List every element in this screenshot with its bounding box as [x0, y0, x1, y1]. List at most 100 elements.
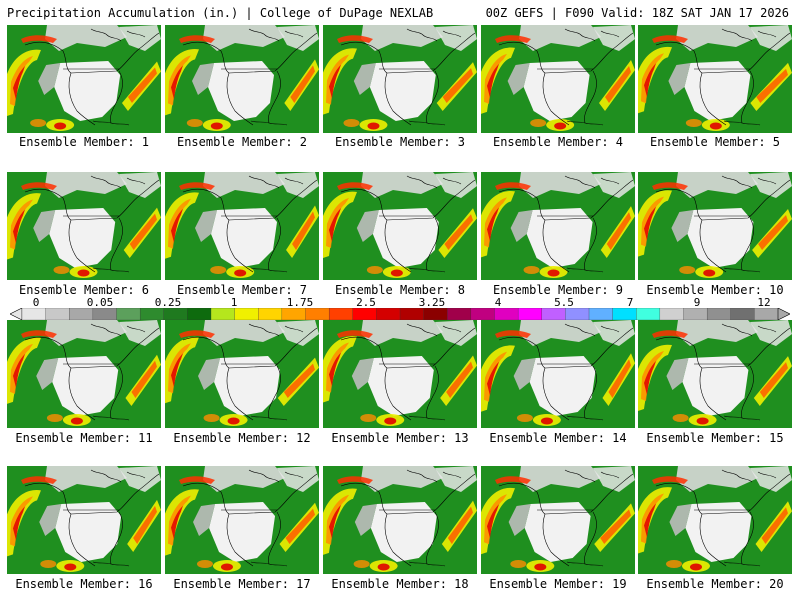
snow-accum-region	[750, 466, 792, 492]
coastline-overlay	[340, 323, 476, 421]
ensemble-member-label: Ensemble Member: 9	[492, 283, 624, 297]
heavy-precip-band	[290, 65, 315, 103]
light-precip-region	[668, 63, 691, 95]
heavy-precip-band	[210, 122, 223, 130]
coastline-overlay	[498, 469, 634, 567]
heavy-precip-band	[129, 213, 157, 250]
heavy-precip-band	[446, 361, 473, 398]
dry-region-us	[523, 61, 590, 121]
heavy-precip-band	[329, 208, 341, 243]
heavy-precip-band	[447, 506, 473, 544]
precip-map	[323, 25, 477, 133]
precip-map	[165, 172, 319, 280]
heavy-precip-band	[444, 214, 473, 250]
ensemble-panel[interactable]	[638, 320, 792, 428]
dry-region-us	[52, 356, 119, 416]
heavy-precip-band	[292, 211, 315, 250]
snow-accum-region	[519, 466, 601, 492]
colorbar-swatch	[588, 308, 614, 320]
coastline-overlay	[498, 175, 634, 273]
ensemble-panel[interactable]	[638, 172, 792, 280]
light-precip-region	[36, 358, 59, 390]
dry-region-us	[529, 356, 596, 416]
ensemble-member-label: Ensemble Member: 19	[489, 577, 627, 591]
ensemble-panel[interactable]	[638, 25, 792, 133]
colorbar-swatch	[494, 308, 519, 320]
light-precip-region	[193, 504, 216, 536]
ensemble-panel[interactable]	[165, 172, 319, 280]
heavy-precip-band	[644, 63, 656, 98]
light-precip-region	[508, 504, 531, 536]
heavy-precip-band	[495, 330, 531, 338]
snow-accum-region	[519, 320, 601, 346]
light-precip-region	[198, 358, 221, 390]
ensemble-member-label: Ensemble Member: 16	[15, 577, 153, 591]
heavy-precip-band	[672, 414, 689, 422]
colorbar-swatch	[69, 308, 94, 320]
heavy-precip-band	[487, 361, 499, 396]
ensemble-panel[interactable]	[7, 466, 161, 574]
precip-map	[638, 466, 792, 574]
heavy-precip-band	[13, 66, 25, 101]
colorbar-tick-label: 1.75	[286, 296, 314, 309]
light-precip-region	[671, 210, 694, 242]
ensemble-panel[interactable]	[323, 320, 477, 428]
dry-region-us	[526, 208, 593, 268]
dry-region-us	[372, 208, 439, 268]
ensemble-panel[interactable]	[323, 466, 477, 574]
ensemble-member-label: Ensemble Member: 7	[176, 283, 308, 297]
colorbar-swatch	[423, 308, 448, 320]
ensemble-panel[interactable]	[165, 466, 319, 574]
ensemble-panel[interactable]	[638, 466, 792, 574]
snow-accum-region	[593, 466, 635, 492]
ensemble-panel[interactable]	[165, 320, 319, 428]
heavy-precip-band	[377, 563, 390, 571]
ensemble-panel[interactable]	[481, 466, 635, 574]
heavy-precip-band	[703, 269, 716, 277]
ensemble-member-label: Ensemble Member: 11	[15, 431, 153, 445]
heavy-precip-band	[53, 266, 70, 274]
colorbar-tick-label: 12	[757, 296, 771, 309]
coastline-overlay	[655, 469, 791, 567]
coastline-overlay	[182, 323, 318, 421]
coastline-overlay	[24, 28, 160, 126]
ensemble-panel[interactable]	[323, 172, 477, 280]
heavy-precip-band	[761, 507, 788, 544]
heavy-precip-band	[689, 563, 702, 571]
ensemble-panel[interactable]	[481, 320, 635, 428]
ensemble-panel[interactable]	[323, 25, 477, 133]
heavy-precip-band	[759, 362, 788, 398]
dry-region-us	[54, 61, 121, 121]
ensemble-panel[interactable]	[481, 172, 635, 280]
colorbar-swatch	[636, 308, 661, 320]
snow-accum-region	[119, 25, 161, 51]
heavy-precip-band	[366, 266, 383, 274]
colorbar-tick-label: 4	[494, 296, 502, 309]
ensemble-panel[interactable]	[7, 172, 161, 280]
precip-map	[638, 172, 792, 280]
ensemble-panel[interactable]	[165, 25, 319, 133]
light-precip-region	[666, 358, 689, 390]
light-precip-region	[356, 210, 379, 242]
snow-accum-region	[750, 25, 792, 51]
snow-accum-region	[45, 25, 127, 51]
ensemble-panel[interactable]	[7, 320, 161, 428]
colorbar-swatch	[116, 308, 141, 320]
coastline-overlay	[498, 323, 634, 421]
light-precip-region	[33, 210, 56, 242]
precip-colorbar	[10, 308, 790, 320]
ensemble-panel[interactable]	[481, 25, 635, 133]
heavy-precip-band	[337, 182, 373, 190]
precip-map	[481, 466, 635, 574]
heavy-precip-band	[696, 417, 709, 425]
precip-map	[7, 172, 161, 280]
heavy-precip-band	[547, 269, 560, 277]
heavy-precip-band	[54, 122, 67, 130]
ensemble-panel[interactable]	[7, 25, 161, 133]
precip-map	[323, 172, 477, 280]
heavy-precip-band	[179, 476, 215, 484]
precip-map	[7, 466, 161, 574]
heavy-precip-band	[665, 560, 682, 568]
colorbar-tick-label: 5.5	[554, 296, 574, 309]
colorbar-tick-label: 1	[230, 296, 238, 309]
